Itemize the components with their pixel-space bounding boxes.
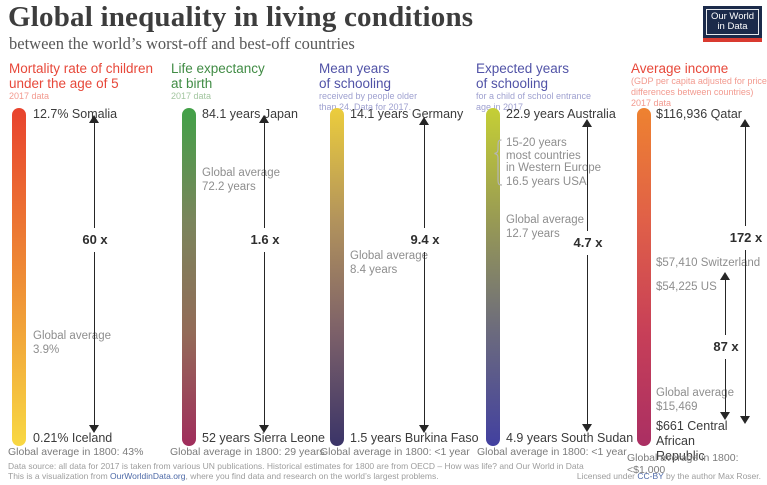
best-country-label: 22.9 years Australia: [506, 107, 616, 121]
license-note: Licensed under CC-BY by the author Max R…: [577, 471, 761, 481]
owid-logo-main: Our World in Data: [703, 6, 762, 38]
arrow-up-icon: [740, 119, 750, 127]
column-title: Expected years of schooling: [476, 61, 570, 91]
arrow-down-icon: [419, 425, 429, 433]
arrow-line: [587, 255, 588, 424]
multiplier-label: 1.6 x: [250, 232, 280, 247]
arrow-line: [745, 250, 746, 416]
worst-country-label: 52 years Sierra Leone: [202, 431, 325, 445]
visualization-note-post: , where you find data and research on th…: [185, 471, 439, 481]
arrow-up-icon: [259, 115, 269, 123]
range-arrow: [419, 117, 430, 433]
bracket-annotation: [494, 139, 503, 186]
arrow-down-icon: [720, 412, 730, 420]
arrow-up-icon: [720, 272, 730, 280]
column-subtitle: for a child of school entrance age in 20…: [476, 91, 592, 112]
cc-by-link[interactable]: CC-BY: [637, 471, 664, 481]
multiplier-label: 4.7 x: [573, 235, 603, 250]
global-average-label: Global average 72.2 years: [202, 167, 280, 193]
range-arrow: [89, 115, 100, 433]
license-pre: Licensed under: [576, 471, 638, 481]
arrow-line: [725, 280, 726, 335]
best-country-label: $116,936 Qatar: [656, 107, 742, 121]
metric-bar: [12, 108, 26, 446]
western-europe-annotation: 15-20 years most countries in Western Eu…: [506, 137, 602, 174]
arrow-line: [264, 252, 265, 425]
multiplier-label: 9.4 x: [410, 232, 440, 247]
global-average-label: Global average 8.4 years: [350, 250, 428, 276]
arrow-line: [725, 359, 726, 412]
data-source-note: Data source: all data for 2017 is taken …: [8, 461, 584, 471]
range-arrow: [259, 115, 270, 433]
worst-country-label: $661 Central African Republic: [656, 419, 728, 463]
arrow-down-icon: [259, 425, 269, 433]
arrow-up-icon: [582, 119, 592, 127]
arrow-line: [587, 127, 588, 231]
metric-bar: [637, 108, 651, 446]
column-subtitle: 2017 data: [171, 91, 212, 101]
range-arrow: [740, 119, 751, 424]
arrow-line: [745, 127, 746, 226]
owid-logo: Our World in Data: [703, 6, 762, 42]
note-1800: Global average in 1800: <1 year: [320, 446, 470, 458]
license-post: by the author Max Roser.: [663, 471, 761, 481]
inner-range-arrow: [720, 272, 731, 420]
page-title: Global inequality in living conditions: [8, 1, 474, 33]
page-subtitle: between the world’s worst-off and best-o…: [9, 34, 355, 53]
best-country-label: 12.7% Somalia: [33, 107, 118, 121]
owid-logo-stripe: [703, 38, 762, 42]
metric-bar: [486, 108, 500, 446]
visualization-note: This is a visualization from OurWorldinD…: [8, 471, 439, 481]
best-country-label: 84.1 years Japan: [202, 107, 298, 121]
us-annotation: $54,225 US: [656, 281, 717, 293]
owid-link[interactable]: OurWorldinData.org: [110, 471, 186, 481]
column-subtitle: received by people older than 24. Data f…: [319, 91, 418, 112]
global-average-label: Global average 12.7 years: [506, 214, 584, 240]
note-1800: Global average in 1800: <$1,000: [627, 452, 739, 476]
worst-country-label: 4.9 years South Sudan: [506, 431, 634, 445]
column-subtitle: 2017 data: [9, 91, 50, 101]
arrow-down-icon: [582, 424, 592, 432]
metric-bar: [182, 108, 196, 446]
global-average-label: Global average 3.9%: [33, 330, 111, 356]
visualization-note-pre: This is a visualization from: [8, 471, 111, 481]
arrow-up-icon: [89, 115, 99, 123]
column-title: Mean years of schooling: [319, 61, 392, 91]
column-title: Life expectancy at birth: [171, 61, 265, 91]
inner-multiplier-label: 87 x: [713, 339, 739, 354]
arrow-line: [424, 125, 425, 228]
owid-logo-text: Our World in Data: [706, 9, 759, 35]
arrow-line: [94, 123, 95, 228]
range-arrow: [582, 119, 593, 432]
column-title: Mortality rate of children under the age…: [9, 61, 154, 91]
arrow-line: [264, 123, 265, 228]
note-1800: Global average in 1800: 43%: [8, 446, 144, 458]
worst-country-label: 1.5 years Burkina Faso: [350, 431, 479, 445]
arrow-line: [424, 252, 425, 425]
multiplier-label: 60 x: [82, 232, 108, 247]
note-1800: Global average in 1800: <1 year: [477, 446, 627, 458]
column-title: Average income: [631, 61, 729, 76]
global-average-label: Global average $15,469: [656, 387, 734, 413]
arrow-down-icon: [740, 416, 750, 424]
metric-bar: [330, 108, 344, 446]
worst-country-label: 0.21% Iceland: [33, 431, 113, 445]
arrow-up-icon: [419, 117, 429, 125]
arrow-line: [94, 252, 95, 425]
note-1800: Global average in 1800: 29 years: [170, 446, 325, 458]
arrow-down-icon: [89, 425, 99, 433]
multiplier-label: 172 x: [729, 230, 763, 245]
column-subtitle: (GDP per capita adjusted for price diffe…: [631, 76, 767, 108]
best-country-label: 14.1 years Germany: [350, 107, 464, 121]
usa-annotation: 16.5 years USA: [506, 176, 587, 188]
